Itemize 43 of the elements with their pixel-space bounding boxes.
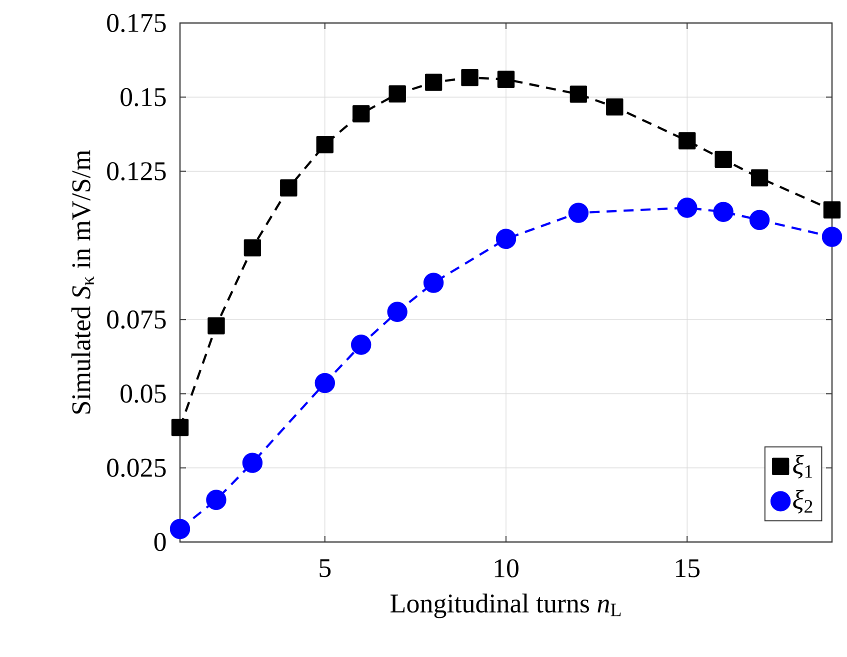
point (570, 86, 588, 103)
x-axis-title: Longitudinal turns n$_{L}$ (390, 594, 621, 618)
point (351, 334, 372, 355)
legend-label: ξ$_{2}$ (793, 490, 812, 514)
point (822, 226, 842, 247)
point (423, 272, 444, 293)
y-tick-label: 0.125 (107, 162, 166, 180)
point (170, 518, 190, 540)
legend-label: ξ$_{1}$ (793, 454, 812, 479)
point (713, 202, 734, 222)
y-tick-label: 0.05 (120, 384, 166, 403)
point (714, 150, 732, 168)
point (242, 452, 263, 473)
x-tick-label: 10 (494, 559, 518, 578)
point (461, 68, 478, 86)
y-tick-label: 0.175 (107, 14, 166, 32)
point (678, 132, 696, 150)
point (208, 317, 225, 334)
point (496, 228, 516, 250)
y-tick-label: 0.025 (107, 458, 166, 478)
point (677, 198, 698, 218)
x-tick-label: 15 (676, 559, 700, 578)
point (206, 490, 226, 510)
y-axis-title: Simulated S$_{κ}$ in mV/S/m (71, 150, 94, 414)
y-tick-label: 0.15 (120, 88, 166, 106)
point (244, 239, 262, 256)
point (750, 169, 768, 186)
point (497, 70, 515, 88)
point (606, 98, 624, 116)
y-tick-label: 0.075 (107, 310, 166, 329)
point (314, 372, 335, 394)
point (424, 74, 442, 91)
point (749, 210, 770, 230)
point (171, 418, 189, 436)
point (568, 202, 589, 223)
point (388, 85, 406, 102)
point (823, 201, 841, 218)
point (280, 179, 298, 196)
x-tick-label: 5 (320, 559, 331, 578)
y-tick-label: 0 (154, 532, 166, 552)
point (387, 302, 408, 322)
point (352, 105, 370, 122)
point (316, 136, 334, 154)
